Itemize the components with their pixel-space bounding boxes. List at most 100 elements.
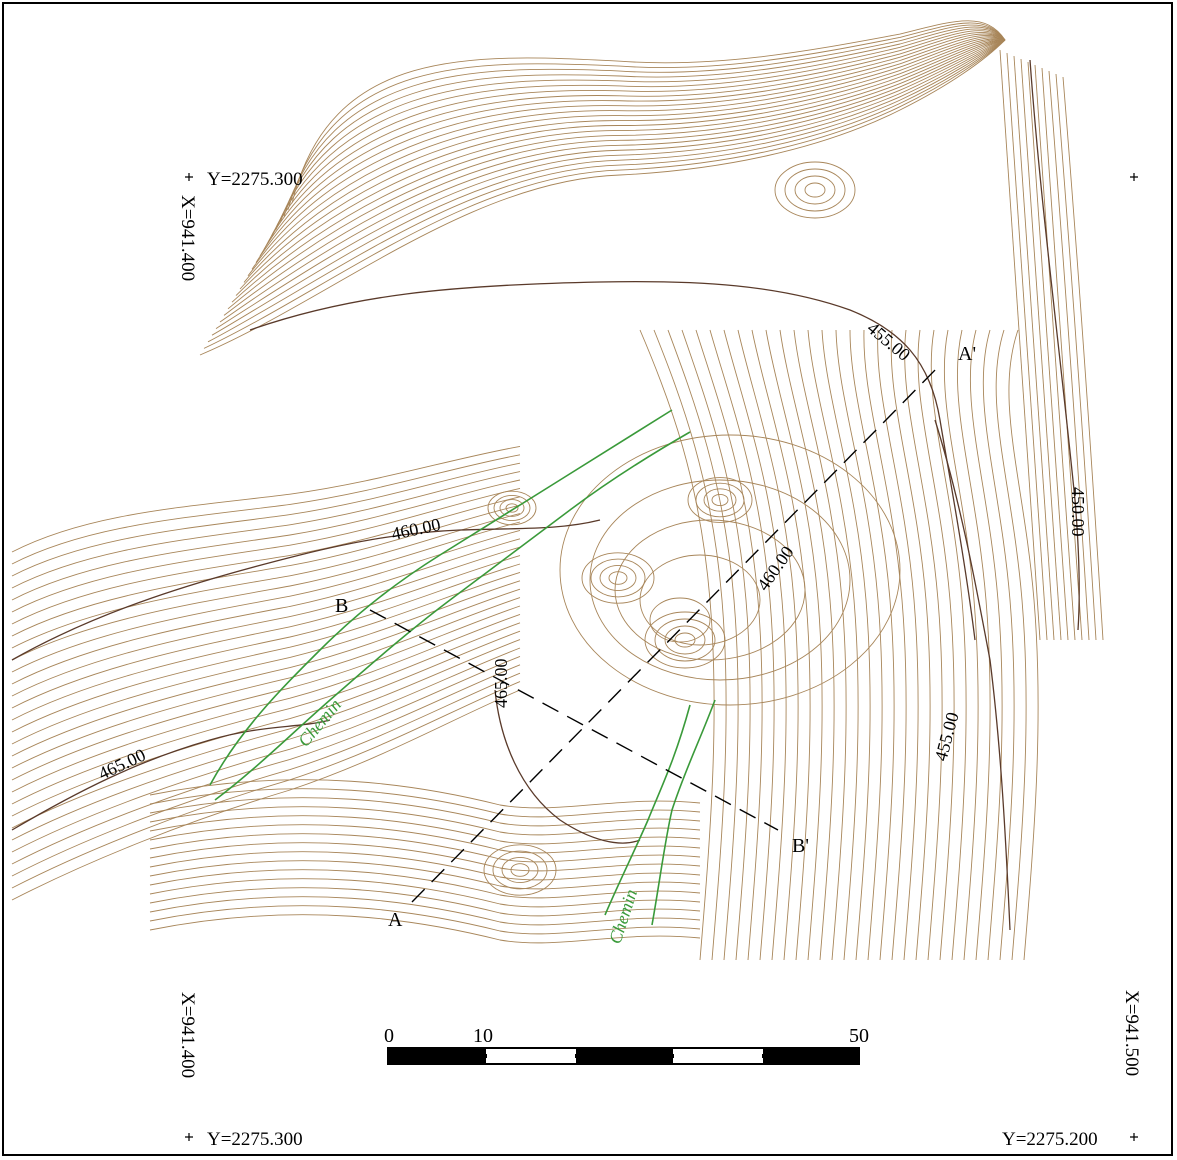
contour-line [207, 39, 1006, 343]
cross-top-left [185, 173, 193, 181]
contour-line [794, 175, 836, 205]
contour-line [695, 482, 745, 518]
section-line-a [411, 364, 941, 903]
contour-line [11, 639, 521, 829]
contour-line [493, 494, 531, 522]
contour-line [11, 504, 521, 637]
section-label-a-prime: A' [958, 343, 976, 365]
contour-line [687, 477, 753, 523]
section-lines [369, 364, 941, 903]
contour-line [904, 329, 943, 961]
contour-line [793, 329, 847, 961]
contour-label-465-left: 465.00 [95, 745, 148, 784]
contour-line [703, 488, 737, 512]
contour-line [654, 618, 716, 662]
contour-line [608, 571, 628, 585]
contour-line [804, 182, 826, 198]
chemin-label-1: Chemin [294, 695, 345, 751]
scale-tick-0: 0 [384, 1025, 394, 1047]
contour-line [709, 329, 775, 961]
contour-line [590, 558, 646, 598]
contour-label-455-right: 455.00 [931, 710, 963, 763]
contour-line [149, 806, 701, 836]
contour-line [11, 445, 521, 553]
contour-line [890, 329, 931, 961]
contour-line [223, 39, 1006, 316]
scale-tick-10: 10 [473, 1025, 493, 1047]
contour-line [11, 496, 521, 625]
contour-line [11, 563, 521, 721]
contour-line [11, 571, 521, 733]
chemin-label-2: Chemin [605, 887, 641, 946]
contour-line [11, 655, 521, 853]
contour-line [11, 588, 521, 757]
chemin-path-1-south [214, 431, 691, 801]
contour-line [674, 632, 696, 648]
contour-line [835, 329, 883, 961]
contour-line [11, 538, 521, 685]
contour-line [11, 479, 521, 601]
coord-bottom-right-y: Y=2275.200 [1002, 1129, 1098, 1150]
contour-line [271, 30, 1006, 237]
contour-line [11, 664, 521, 865]
contour-line [211, 39, 1006, 336]
contour-line [982, 329, 1015, 961]
contour-465 [11, 719, 331, 831]
chemin-paths [209, 409, 716, 926]
contour-line [11, 555, 521, 709]
contour-line [255, 36, 1006, 263]
contour-line [501, 856, 539, 884]
coord-top-left-y: Y=2275.300 [207, 169, 303, 190]
corner-crosses [185, 173, 1138, 1141]
contour-line [149, 788, 701, 818]
contour-line [667, 329, 739, 961]
contour-line [275, 28, 1006, 230]
scale-bar: 0 10 50 [384, 1025, 869, 1065]
contour-line [11, 546, 521, 697]
contour-line [737, 329, 799, 961]
contour-line [649, 597, 711, 643]
chemin-path-2-west [604, 704, 691, 916]
contour-line [149, 905, 701, 935]
contour-line [283, 24, 1006, 217]
contour-line [149, 860, 701, 890]
chemin-path-2-east [651, 699, 716, 926]
contour-line [1008, 329, 1039, 961]
contour-460 [11, 519, 601, 661]
contour-line [287, 22, 1006, 210]
contour-line [219, 39, 1006, 323]
contour-455-right [934, 419, 1011, 931]
contour-line [1062, 76, 1104, 641]
cross-bottom-left [185, 1133, 193, 1141]
contour-line [227, 39, 1006, 310]
section-label-a: A [388, 909, 403, 931]
contour-line [259, 34, 1006, 257]
contour-450 [1029, 59, 1080, 631]
contour-line [251, 37, 1006, 270]
contour-line [291, 20, 1006, 204]
contour-line [559, 434, 901, 706]
contour-line [917, 329, 955, 961]
contour-line [581, 552, 655, 604]
contour-line [149, 842, 701, 872]
contour-line [510, 863, 530, 877]
contour-465-center [494, 689, 641, 844]
coord-bottom-left-y: Y=2275.300 [207, 1129, 303, 1150]
contour-line [492, 850, 548, 890]
contour-line [149, 779, 701, 809]
contour-line [11, 454, 521, 565]
contour-line [279, 26, 1006, 224]
contour-line [723, 329, 787, 961]
contour-line [149, 887, 701, 917]
contour-line [639, 554, 761, 646]
contour-line [664, 625, 706, 655]
contour-line [11, 513, 521, 649]
contour-line [11, 622, 521, 805]
contour-lines [11, 20, 1104, 961]
contour-line [239, 39, 1006, 290]
contour-line [263, 33, 1006, 250]
contour-line [644, 611, 726, 669]
contour-line [599, 564, 637, 592]
